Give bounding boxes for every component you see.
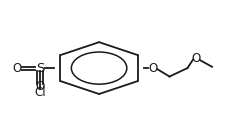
Text: O: O — [13, 62, 22, 75]
Text: O: O — [148, 62, 157, 75]
Text: Cl: Cl — [34, 86, 46, 99]
Text: O: O — [35, 80, 45, 93]
Text: S: S — [36, 62, 44, 75]
Text: O: O — [192, 52, 201, 65]
